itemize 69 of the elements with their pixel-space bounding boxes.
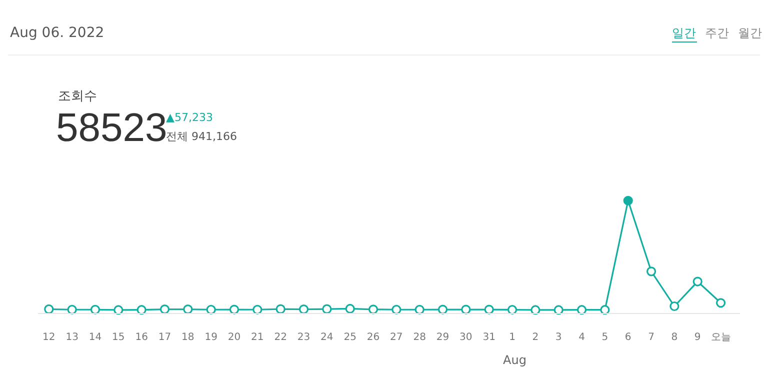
x-tick-label: 23 xyxy=(297,332,310,343)
x-tick-label: 13 xyxy=(66,332,78,343)
x-tick-label: 16 xyxy=(135,332,148,343)
text: 조회수 xyxy=(58,89,97,104)
point xyxy=(484,304,494,314)
point xyxy=(461,304,471,314)
point xyxy=(530,305,540,315)
point xyxy=(252,304,262,314)
x-tick-label: 9 xyxy=(694,332,701,343)
point xyxy=(670,301,680,312)
point xyxy=(229,304,240,314)
x-tick-label: 15 xyxy=(112,332,125,343)
point xyxy=(392,304,402,314)
text: 58523 xyxy=(56,106,168,150)
point xyxy=(414,304,424,314)
point xyxy=(206,304,216,314)
chart-title: Aug 06. 2022 xyxy=(10,25,104,41)
x-tick-label: 29 xyxy=(436,332,450,343)
x-tick-label: 25 xyxy=(344,332,356,343)
point xyxy=(298,304,309,314)
point xyxy=(646,266,656,276)
x-tick-label: 31 xyxy=(482,332,496,343)
point xyxy=(67,304,77,314)
point xyxy=(507,304,518,315)
x-tick-label: 5 xyxy=(602,332,608,343)
x-tick-label: 30 xyxy=(460,332,472,343)
point xyxy=(623,196,633,206)
x-tick-label: 오늘 xyxy=(710,332,731,343)
x-tick-label: 7 xyxy=(648,332,654,343)
x-tick-label: 19 xyxy=(204,332,218,343)
point xyxy=(554,305,564,315)
x-tick-label: 8 xyxy=(671,332,678,343)
text: 주간 xyxy=(705,26,729,40)
point xyxy=(136,305,146,315)
x-tick-label: 12 xyxy=(42,332,56,343)
point xyxy=(345,304,355,314)
x-tick-label: 27 xyxy=(390,332,403,343)
x-tick-label: 21 xyxy=(251,332,264,343)
point xyxy=(90,304,100,314)
x-tick-label: 28 xyxy=(413,332,426,343)
point xyxy=(716,298,726,308)
x-tick-label: 4 xyxy=(578,332,585,343)
text: Aug xyxy=(503,353,526,367)
point xyxy=(692,276,702,286)
point xyxy=(322,304,332,314)
text: 월간 xyxy=(738,26,762,40)
point xyxy=(183,304,193,314)
text: 전체 941,166 xyxy=(166,130,237,143)
text: 일간 xyxy=(672,26,696,40)
x-tick-label: 14 xyxy=(88,332,102,343)
point xyxy=(368,304,378,314)
x-tick-label: 18 xyxy=(182,332,194,343)
point xyxy=(160,304,170,314)
x-tick-label: 3 xyxy=(555,332,562,343)
x-tick-label: 26 xyxy=(366,332,380,343)
x-tick-label: 1 xyxy=(509,332,516,343)
x-tick-label: 6 xyxy=(624,332,632,343)
x-tick-label: 17 xyxy=(158,332,172,343)
point xyxy=(114,305,124,315)
point xyxy=(276,304,286,314)
x-tick-label: 22 xyxy=(274,332,287,343)
text: ▲57,233 xyxy=(166,111,213,124)
x-tick-label: 24 xyxy=(320,332,334,343)
point xyxy=(576,305,587,315)
point xyxy=(600,305,610,315)
x-tick-label: 2 xyxy=(532,332,539,343)
x-tick-label: 20 xyxy=(228,332,241,343)
point xyxy=(438,304,448,314)
point xyxy=(44,304,54,314)
